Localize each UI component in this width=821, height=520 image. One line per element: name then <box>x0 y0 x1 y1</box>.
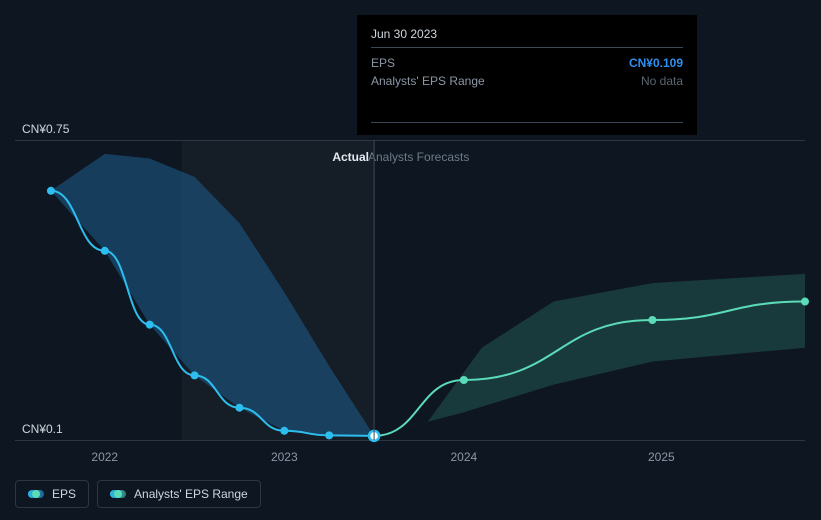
legend-swatch-eps <box>28 490 44 498</box>
tooltip-separator <box>371 47 683 48</box>
actual-region-highlight <box>182 140 374 440</box>
tooltip-key: EPS <box>371 56 395 70</box>
x-axis-label: 2023 <box>271 450 298 464</box>
y-axis-top-label: CN¥0.75 <box>22 122 69 136</box>
tooltip-value: CN¥0.109 <box>629 56 683 70</box>
chart-plot-area[interactable] <box>15 140 805 440</box>
chart-legend: EPS Analysts' EPS Range <box>15 480 261 508</box>
x-axis-label: 2022 <box>91 450 118 464</box>
tooltip-row: Analysts' EPS Range No data <box>371 72 683 90</box>
x-axis-label: 2025 <box>648 450 675 464</box>
tooltip-value: No data <box>641 74 683 88</box>
legend-label-eps: EPS <box>52 487 76 501</box>
x-axis-labels: 2022 2023 2024 2025 <box>15 450 805 470</box>
gridline-top <box>15 140 805 141</box>
tooltip-row: EPS CN¥0.109 <box>371 54 683 72</box>
x-axis-label: 2024 <box>451 450 478 464</box>
legend-swatch-range <box>110 490 126 498</box>
eps-forecast-chart: CN¥0.75 CN¥0.1 Actual Analysts Forecasts… <box>0 0 821 520</box>
chart-tooltip: Jun 30 2023 EPS CN¥0.109 Analysts' EPS Ran… <box>357 15 697 135</box>
legend-item-eps[interactable]: EPS <box>15 480 89 508</box>
gridline-bottom <box>15 440 805 441</box>
tooltip-bottom-line <box>371 122 683 123</box>
tooltip-date: Jun 30 2023 <box>371 27 683 41</box>
legend-label-range: Analysts' EPS Range <box>134 487 248 501</box>
tooltip-key: Analysts' EPS Range <box>371 74 485 88</box>
chart-svg <box>15 140 805 450</box>
legend-item-range[interactable]: Analysts' EPS Range <box>97 480 261 508</box>
